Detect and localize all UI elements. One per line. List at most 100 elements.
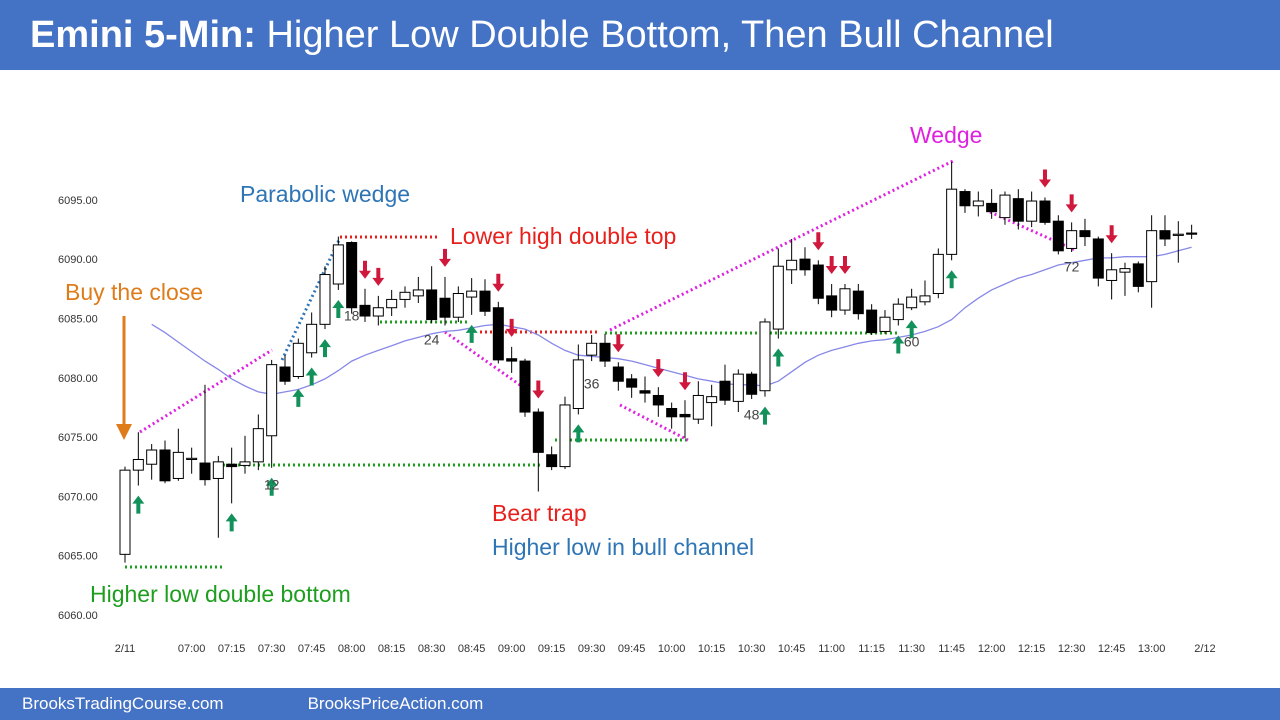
candle-body [1039, 200, 1051, 223]
bar-number: 36 [584, 376, 600, 392]
x-tick-label: 11:45 [938, 643, 965, 655]
y-tick-label: 6075.00 [58, 432, 98, 444]
annotation: Higher low double bottom [90, 581, 351, 607]
candle-body [1119, 268, 1131, 273]
candle-body [306, 323, 318, 354]
x-tick-label: 09:00 [498, 643, 526, 655]
guide-line [139, 348, 273, 434]
candle-body [1159, 230, 1171, 240]
candle-body [532, 411, 544, 453]
candle-body [786, 259, 798, 271]
candle-body [186, 457, 198, 461]
candle-body [559, 404, 571, 468]
candle-body [159, 449, 171, 482]
y-tick-label: 6065.00 [58, 551, 98, 563]
candle-body [586, 342, 598, 356]
chart: 6060.00 6065.00 6070.00 6075.00 6080.00 6085.… [58, 122, 1216, 655]
candle-body [1132, 263, 1144, 287]
buy-arrow [465, 324, 478, 343]
candle-body [332, 244, 344, 285]
candle-body [279, 366, 291, 382]
footer-left: BrooksTradingCourse.com [22, 694, 224, 713]
candle-body [506, 358, 518, 362]
sell-arrow [1105, 225, 1118, 244]
x-tick-label: 11:15 [858, 643, 885, 655]
footer: BrooksTradingCourse.com BrooksPriceAction… [0, 688, 1280, 720]
bar-number: 24 [424, 332, 440, 348]
buy-arrow [332, 299, 345, 318]
y-tick-label: 6070.00 [58, 491, 98, 503]
candle-body [719, 380, 731, 401]
buy-arrow [945, 270, 958, 289]
x-tick-label: 12:45 [1098, 643, 1126, 655]
title-bold: Emini 5-Min: [30, 14, 256, 56]
candle-body [1146, 230, 1158, 283]
candle-body [132, 458, 144, 471]
buy-arrow [892, 335, 905, 354]
x-tick-label: 12:30 [1058, 643, 1086, 655]
candle-body [479, 290, 491, 312]
candle-body [226, 463, 238, 468]
y-tick-label: 6085.00 [58, 313, 98, 325]
candle-body [386, 298, 398, 309]
x-tick-label: 11:00 [818, 643, 845, 655]
candle-body [1186, 232, 1198, 235]
candle-body [772, 265, 784, 330]
candle-body [1092, 238, 1104, 279]
guide-line [989, 210, 1076, 252]
bar-number: 48 [744, 407, 760, 423]
x-tick-label: 07:45 [298, 643, 326, 655]
candle-body [359, 304, 371, 317]
buy-arrow [292, 388, 305, 407]
x-tick-label: 12:15 [1018, 643, 1046, 655]
candle-body [146, 449, 158, 465]
candle-body [932, 253, 944, 295]
y-tick-label: 6060.00 [58, 610, 98, 622]
sell-arrow [1038, 169, 1051, 188]
x-tick-label: 10:00 [658, 643, 686, 655]
annotation: Higher low in bull channel [492, 534, 754, 560]
x-tick-label: 08:45 [458, 643, 486, 655]
x-tick-label: 13:00 [1138, 643, 1166, 655]
candle-body [319, 274, 331, 325]
candle-body [1172, 233, 1184, 236]
x-tick-label: 10:30 [738, 643, 766, 655]
candle-body [866, 309, 878, 334]
candle-body [1026, 200, 1038, 222]
title: Higher Low Double Bottom, Then Bull Chan… [255, 14, 1054, 56]
arrow-head [116, 424, 132, 440]
guide-line [444, 330, 521, 387]
candle-body [239, 461, 251, 466]
moving-average [151, 246, 1192, 395]
candle-body [172, 451, 184, 479]
sell-arrow [372, 267, 385, 286]
buy-arrow [758, 406, 771, 425]
candle-body [879, 316, 891, 332]
candle-body [412, 289, 424, 297]
candle-body [212, 461, 224, 479]
candle-body [426, 289, 438, 321]
candle-body [266, 364, 278, 437]
candle-body [746, 373, 758, 395]
candle-body [639, 390, 651, 394]
sell-arrow [532, 380, 545, 399]
buy-arrow [772, 348, 785, 367]
sell-arrow [358, 260, 371, 279]
x-tick-label: 12:00 [978, 643, 1006, 655]
x-tick-label: 07:30 [258, 643, 286, 655]
candle-body [1066, 230, 1078, 249]
candle-body [799, 258, 811, 271]
guide-line [609, 158, 956, 332]
x-tick-label: 09:45 [618, 643, 646, 655]
candle-body [612, 366, 624, 382]
buy-arrow [265, 477, 278, 496]
candle-body [732, 373, 744, 402]
candle-body [946, 188, 958, 255]
footer-right: BrooksPriceAction.com [307, 694, 484, 713]
candle-body [986, 202, 998, 213]
y-tick-label: 6080.00 [58, 373, 98, 385]
x-tick-label: 08:30 [418, 643, 446, 655]
sell-arrow [838, 256, 851, 275]
x-tick-label: 07:00 [178, 643, 206, 655]
x-tick-label: 08:15 [378, 643, 406, 655]
